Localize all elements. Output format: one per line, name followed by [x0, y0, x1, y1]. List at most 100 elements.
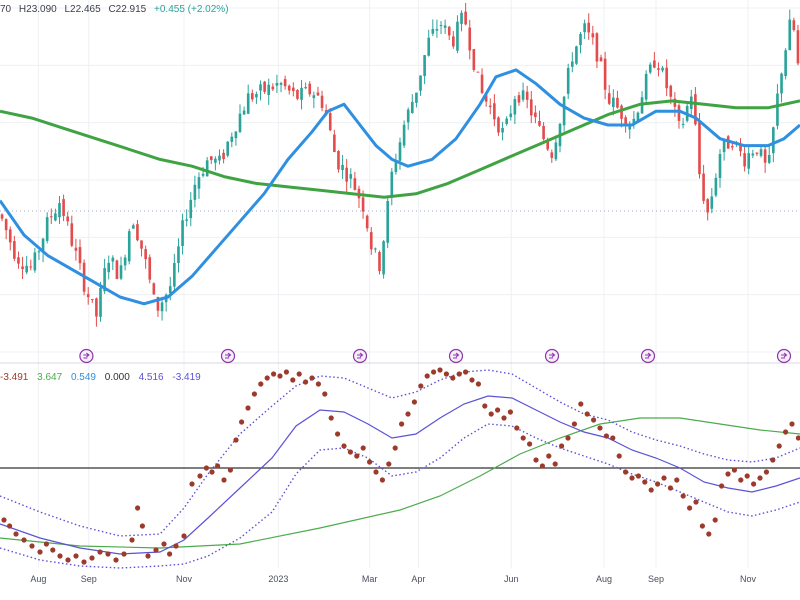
- candle-body: [759, 149, 763, 156]
- x-tick-label: Apr: [411, 574, 425, 584]
- candle-body: [607, 93, 611, 104]
- indicator-value-6: -3.419: [172, 372, 201, 383]
- candle-body: [796, 30, 800, 64]
- event-marker-circle: [448, 348, 464, 364]
- oscillator-point: [680, 493, 686, 499]
- candle-body: [374, 248, 377, 250]
- oscillator-point: [379, 477, 385, 483]
- candle-body: [37, 251, 41, 253]
- candle-body: [566, 67, 570, 94]
- indicator-value-1: -3.491: [0, 372, 29, 383]
- candle-body: [21, 266, 24, 270]
- candle-body: [390, 171, 394, 198]
- oscillator-point: [1, 517, 7, 523]
- candle-body: [628, 125, 632, 130]
- oscillator-point: [693, 499, 699, 505]
- oscillator-point: [392, 445, 398, 451]
- candle-body: [587, 22, 591, 33]
- candle-body: [119, 265, 123, 279]
- oscillator-point: [757, 475, 763, 481]
- candle-body: [234, 131, 238, 139]
- candle-body: [562, 96, 566, 126]
- oscillator-point: [97, 549, 103, 555]
- candle-body: [468, 27, 472, 51]
- oscillator-point: [354, 453, 360, 459]
- oscillator-point: [552, 461, 558, 467]
- indicator-value-2: 3.647: [37, 372, 63, 383]
- oscillator-point: [559, 443, 565, 449]
- oscillator-point: [227, 467, 233, 473]
- oscillator-point: [475, 381, 481, 387]
- candle-body: [632, 118, 636, 126]
- candle-body: [488, 105, 492, 108]
- oscillator-point: [783, 429, 789, 435]
- candle-body: [259, 84, 262, 91]
- candle-body: [435, 29, 439, 31]
- candle-body: [349, 174, 353, 179]
- candle-body: [718, 154, 722, 178]
- candle-body: [755, 152, 759, 154]
- event-marker-icon: [352, 348, 368, 364]
- candle-body: [423, 55, 426, 77]
- candle-body: [513, 99, 517, 115]
- oscillator-point: [789, 421, 795, 427]
- oscillator-point: [795, 435, 800, 441]
- oscillator-point: [719, 483, 725, 489]
- candle-body: [86, 294, 90, 298]
- event-marker-icon: [776, 348, 792, 364]
- x-tick-label: Jun: [504, 574, 519, 584]
- oscillator-point: [706, 531, 712, 537]
- event-marker-arrow: [549, 352, 556, 359]
- oscillator-point: [215, 463, 221, 469]
- candle-body: [25, 265, 28, 273]
- candle-body: [140, 240, 143, 249]
- oscillator-point: [623, 469, 629, 475]
- oscillator-point: [527, 441, 533, 447]
- oscillator-point: [258, 381, 264, 387]
- oscillator-point: [221, 477, 227, 483]
- candle-body: [706, 199, 710, 213]
- candle-body: [361, 197, 365, 212]
- oscillator-point: [443, 371, 449, 377]
- candle-body: [521, 90, 525, 100]
- candle-body: [160, 302, 164, 312]
- x-tick-label: Nov: [176, 574, 193, 584]
- oscillator-point: [674, 477, 680, 483]
- event-marker-arrow: [453, 352, 460, 359]
- candle-body: [722, 140, 726, 153]
- oscillator-point: [322, 391, 328, 397]
- candle-body: [402, 124, 406, 146]
- candle-body: [534, 112, 537, 118]
- candle-body: [214, 158, 217, 163]
- candle-body: [300, 87, 303, 100]
- oscillator-point: [328, 415, 334, 421]
- oscillator-point: [507, 409, 513, 415]
- candle-body: [62, 199, 65, 216]
- candle-body: [714, 177, 718, 196]
- candle-body: [205, 160, 209, 177]
- candle-body: [542, 125, 545, 140]
- candle-body: [95, 298, 98, 317]
- event-markers: [79, 348, 792, 364]
- candle-body: [99, 287, 102, 317]
- candlestick-series: [0, 2, 800, 327]
- candle-body: [575, 46, 578, 64]
- oscillator-point: [546, 453, 552, 459]
- oscillator-point: [763, 469, 770, 475]
- oscillator-point: [469, 377, 475, 383]
- candle-body: [144, 249, 147, 260]
- candle-body: [279, 83, 283, 85]
- candle-body: [657, 68, 660, 70]
- oscillator-point: [725, 471, 731, 477]
- candle-body: [480, 74, 484, 93]
- candle-body: [410, 101, 414, 113]
- candle-body: [8, 229, 12, 243]
- candle-body: [0, 214, 4, 219]
- oscillator-point: [233, 437, 239, 443]
- candle-body: [743, 153, 746, 167]
- oscillator-point: [65, 557, 71, 563]
- candle-body: [681, 123, 685, 126]
- candle-body: [698, 121, 701, 175]
- candle-body: [579, 33, 582, 46]
